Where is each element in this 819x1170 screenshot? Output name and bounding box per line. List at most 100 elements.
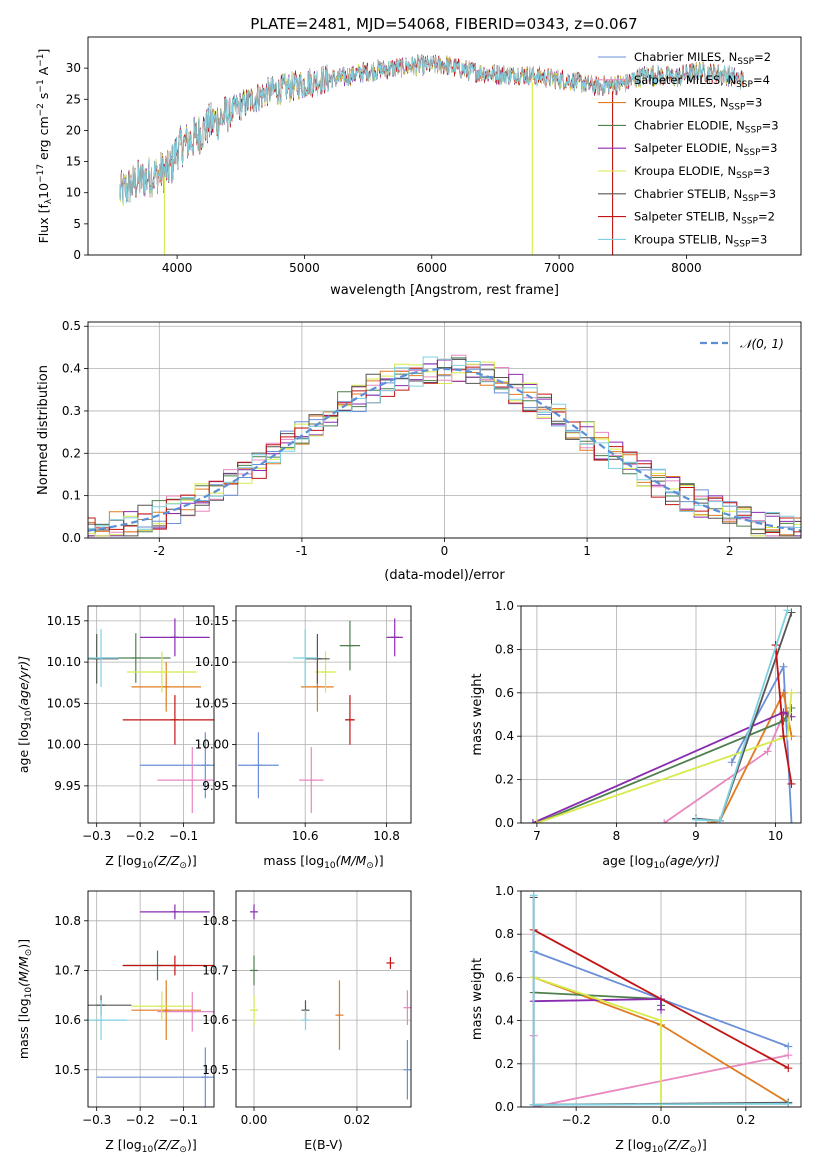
y-tick-label: 0.1 — [62, 489, 81, 503]
legend-label: Salpeter ELODIE, NSSP=3 — [634, 141, 777, 158]
legend-label-part: =3 — [753, 164, 770, 178]
x-tick-label: 4000 — [162, 261, 193, 275]
legend-label: Salpeter MILES, NSSP=4 — [634, 73, 770, 90]
legend-label-part: =3 — [761, 141, 778, 155]
x-axis-label-part: Z [log — [105, 1137, 141, 1152]
y-axis-label-part: A — [36, 66, 51, 79]
weight-marker — [783, 606, 792, 615]
y-tick-label: 0.4 — [495, 729, 514, 743]
legend-label: Kroupa ELODIE, NSSP=3 — [634, 164, 770, 181]
x-tick-label: -2 — [153, 544, 165, 558]
x-axis-label-part: )] — [187, 853, 197, 868]
x-tick-label: 8 — [613, 829, 621, 843]
weight-line-5 — [533, 976, 662, 1107]
weight-marker — [763, 747, 772, 756]
legend-label-part: Salpeter MILES, N — [634, 73, 736, 87]
x-axis-label-part: (M/M — [336, 853, 367, 868]
x-axis-label: wavelength [Angstrom, rest frame] — [330, 283, 559, 298]
axes-frame — [87, 605, 215, 824]
y-tick-label: 10.15 — [195, 614, 229, 628]
y-tick-label: 10 — [66, 186, 81, 200]
x-tick-label: 0.02 — [344, 1113, 371, 1127]
axes-frame — [235, 605, 412, 824]
y-tick-label: 1.0 — [495, 599, 514, 613]
weight-line-7 — [533, 929, 789, 1069]
weight-marker — [784, 1099, 793, 1107]
legend-label-part: =3 — [759, 187, 776, 201]
legend-label-part: =2 — [758, 210, 775, 224]
y-axis-label-part: (M/M — [16, 956, 31, 987]
weight-marker — [660, 819, 669, 823]
x-tick-label: 10.6 — [292, 829, 319, 843]
weight-marker — [779, 732, 788, 741]
legend-label: Salpeter STELIB, NSSP=2 — [634, 210, 775, 227]
age-vs-Z-panel: −0.3 −0.2 −0.1 9.95 10.00 10.05 10.10 10.15 Z [l… — [16, 605, 215, 871]
legend-label-part: =3 — [745, 96, 762, 110]
weight-marker — [532, 819, 541, 823]
x-tick-label: 2 — [726, 544, 734, 558]
weight-marker — [715, 816, 724, 823]
y-tick-label: 0.4 — [62, 362, 81, 376]
y-tick-label: 1.0 — [495, 884, 514, 898]
legend-label-part: Chabrier ELODIE, N — [634, 118, 745, 132]
x-tick-label: −0.2 — [562, 1113, 591, 1127]
x-tick-label: 7000 — [544, 261, 575, 275]
y-tick-label: 10.8 — [54, 914, 81, 928]
legend-label-part: Salpeter STELIB, N — [634, 210, 741, 224]
y-axis-label-part: s — [36, 93, 51, 104]
y-tick-label: 0 — [73, 248, 81, 262]
x-axis-label-part: 10 — [654, 861, 666, 871]
y-axis-label: Flux [fλ10−17 erg cm−2 s−1 A−1] — [36, 49, 54, 244]
normal-curve — [88, 367, 801, 532]
x-axis-label-part: )] — [697, 1137, 707, 1152]
x-tick-label: −0.3 — [82, 1113, 111, 1127]
legend-label-part: =4 — [753, 73, 770, 87]
weight-marker — [787, 703, 796, 712]
weight-marker — [784, 1042, 793, 1051]
x-tick-label: −0.2 — [126, 829, 155, 843]
x-axis-label-part: ⊙ — [179, 861, 187, 871]
y-axis-label-part: 10 — [36, 183, 51, 199]
x-axis-label-part: Z [log — [615, 1137, 651, 1152]
y-tick-label: 25 — [66, 92, 81, 106]
weight-marker — [787, 819, 796, 823]
x-tick-label: 0 — [441, 544, 449, 558]
x-tick-label: 7 — [533, 829, 541, 843]
legend-label-part: Salpeter ELODIE, N — [634, 141, 744, 155]
weight-marker — [657, 1005, 665, 1014]
y-tick-label: 0.2 — [495, 1057, 514, 1071]
x-axis-label-part: (age/yr)] — [665, 853, 720, 868]
y-tick-label: 0.3 — [62, 404, 81, 418]
x-axis-label-part: 10 — [652, 1145, 664, 1155]
y-tick-label: 20 — [66, 123, 81, 137]
y-tick-label: 10.10 — [47, 655, 81, 669]
x-tick-label: 1 — [583, 544, 591, 558]
legend-label-part: SSP — [734, 239, 751, 249]
y-axis-label-part: Flux [f — [36, 204, 51, 244]
y-axis-label: Normed distribution — [36, 365, 51, 495]
x-axis-label-part: mass [log — [263, 853, 324, 868]
axes-frame — [520, 890, 802, 1108]
y-axis-label-part: mass [log — [16, 998, 31, 1059]
y-axis-label-part: −1 — [36, 79, 46, 92]
y-tick-label: 9.95 — [202, 779, 229, 793]
axes-frame — [87, 890, 215, 1108]
weight-marker — [784, 1051, 793, 1060]
y-tick-label: 9.95 — [54, 779, 81, 793]
legend-label-part: Chabrier MILES, N — [634, 50, 737, 64]
x-axis-label-part: 10 — [142, 861, 154, 871]
legend-label-part: =2 — [754, 50, 771, 64]
y-tick-label: 10.05 — [195, 696, 229, 710]
y-tick-label: 0.6 — [495, 686, 514, 700]
legend-label: Chabrier ELODIE, NSSP=3 — [634, 118, 779, 135]
mass-vs-ebv-panel: 0.00 0.02 10.5 10.6 10.7 10.8 E(B-V) — [202, 890, 412, 1152]
y-axis-label-part: ] — [36, 49, 51, 54]
y-tick-label: 10.15 — [47, 614, 81, 628]
legend-label-part: Kroupa STELIB, N — [634, 232, 734, 246]
y-tick-label: 0.8 — [495, 642, 514, 656]
spectrum-line-8 — [119, 54, 745, 204]
figure-title: PLATE=2481, MJD=54068, FIBERID=0343, z=0… — [250, 15, 637, 33]
y-axis-label-part: −17 — [36, 164, 46, 183]
